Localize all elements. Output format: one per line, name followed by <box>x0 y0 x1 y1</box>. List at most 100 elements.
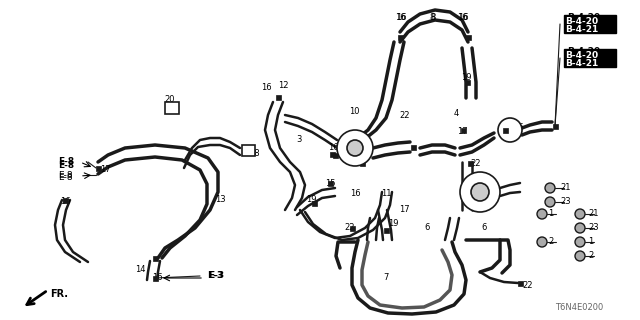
Text: 16: 16 <box>457 13 467 22</box>
Text: 16: 16 <box>328 143 339 153</box>
Text: E-8: E-8 <box>58 172 72 180</box>
Text: B-4-21: B-4-21 <box>567 58 600 67</box>
Circle shape <box>575 251 585 261</box>
Text: 16: 16 <box>513 124 524 132</box>
Text: 19: 19 <box>388 220 398 228</box>
Text: E-8: E-8 <box>58 173 72 182</box>
Text: 6: 6 <box>481 223 486 233</box>
Text: 16: 16 <box>396 13 406 22</box>
Text: 21: 21 <box>560 183 570 193</box>
Text: 17: 17 <box>399 205 410 214</box>
Text: 9: 9 <box>501 125 507 134</box>
Text: 16: 16 <box>260 84 271 92</box>
Bar <box>333 153 337 157</box>
Bar <box>360 161 365 165</box>
Circle shape <box>498 118 522 142</box>
Text: 16: 16 <box>395 13 405 22</box>
Text: FR.: FR. <box>50 289 68 299</box>
Bar <box>349 226 355 230</box>
Bar <box>312 201 317 205</box>
Text: 22: 22 <box>400 110 410 119</box>
Text: 3: 3 <box>296 135 301 145</box>
Text: 22: 22 <box>523 281 533 290</box>
Text: 1: 1 <box>588 237 593 246</box>
Text: 16: 16 <box>458 13 468 22</box>
Text: E-3: E-3 <box>208 271 224 281</box>
Text: B-4-21: B-4-21 <box>565 60 598 68</box>
Text: E-3: E-3 <box>207 271 223 281</box>
Circle shape <box>575 209 585 219</box>
Text: B-4-20: B-4-20 <box>565 52 598 60</box>
Text: 20: 20 <box>164 95 175 105</box>
Bar <box>275 94 280 100</box>
Circle shape <box>471 183 489 201</box>
Circle shape <box>537 237 547 247</box>
Text: 16: 16 <box>349 189 360 198</box>
Bar <box>152 276 157 281</box>
Text: 4: 4 <box>453 108 459 117</box>
Text: 16: 16 <box>356 153 367 162</box>
Text: 8: 8 <box>430 13 436 22</box>
Text: B-4-21: B-4-21 <box>567 23 600 33</box>
Text: 2: 2 <box>548 237 553 246</box>
Circle shape <box>545 197 555 207</box>
Text: 16: 16 <box>60 197 70 206</box>
Text: 19: 19 <box>461 74 471 83</box>
Bar <box>465 35 470 39</box>
Text: 12: 12 <box>278 81 288 90</box>
Bar <box>502 127 508 132</box>
Text: E-8: E-8 <box>58 161 74 170</box>
Bar <box>518 281 522 285</box>
Text: 14: 14 <box>135 266 145 275</box>
Bar <box>467 161 472 165</box>
Text: 5: 5 <box>481 188 486 196</box>
Text: T6N4E0200: T6N4E0200 <box>555 303 604 313</box>
Text: B-4-21: B-4-21 <box>565 26 598 35</box>
Text: 18: 18 <box>249 148 259 157</box>
Bar <box>63 197 67 203</box>
Bar <box>95 165 100 171</box>
Circle shape <box>575 237 585 247</box>
Bar <box>410 145 415 149</box>
Bar <box>465 79 470 84</box>
Bar <box>564 15 616 33</box>
Circle shape <box>545 183 555 193</box>
Text: 22: 22 <box>345 223 355 233</box>
Text: 1: 1 <box>548 210 553 219</box>
Text: 17: 17 <box>457 127 467 137</box>
Text: 2: 2 <box>588 252 593 260</box>
Text: B-4-20: B-4-20 <box>567 47 600 57</box>
Text: 10: 10 <box>349 108 359 116</box>
Text: 16: 16 <box>152 274 163 283</box>
Text: 22: 22 <box>471 158 481 167</box>
Text: 11: 11 <box>381 188 391 197</box>
Bar <box>564 49 616 67</box>
Text: 13: 13 <box>214 196 225 204</box>
Bar <box>328 180 333 186</box>
Circle shape <box>347 140 363 156</box>
Bar <box>397 35 403 39</box>
Bar <box>552 124 557 129</box>
Text: 7: 7 <box>383 274 388 283</box>
Text: 19: 19 <box>306 196 316 204</box>
Text: E-8: E-8 <box>58 157 74 166</box>
Bar <box>165 102 179 114</box>
Text: 23: 23 <box>560 197 571 206</box>
Text: B-4-20: B-4-20 <box>567 13 600 22</box>
Bar <box>241 145 255 156</box>
Circle shape <box>575 223 585 233</box>
Bar <box>152 255 157 260</box>
Circle shape <box>537 209 547 219</box>
Text: 15: 15 <box>324 179 335 188</box>
Text: 23: 23 <box>588 223 598 233</box>
Bar <box>383 228 388 233</box>
Bar <box>330 151 335 156</box>
Text: 6: 6 <box>424 223 429 233</box>
Text: B-4-20: B-4-20 <box>565 18 598 27</box>
Text: 8: 8 <box>429 13 435 22</box>
Circle shape <box>337 130 373 166</box>
Bar <box>461 127 465 132</box>
Text: 21: 21 <box>588 210 598 219</box>
Circle shape <box>460 172 500 212</box>
Text: 17: 17 <box>100 165 110 174</box>
